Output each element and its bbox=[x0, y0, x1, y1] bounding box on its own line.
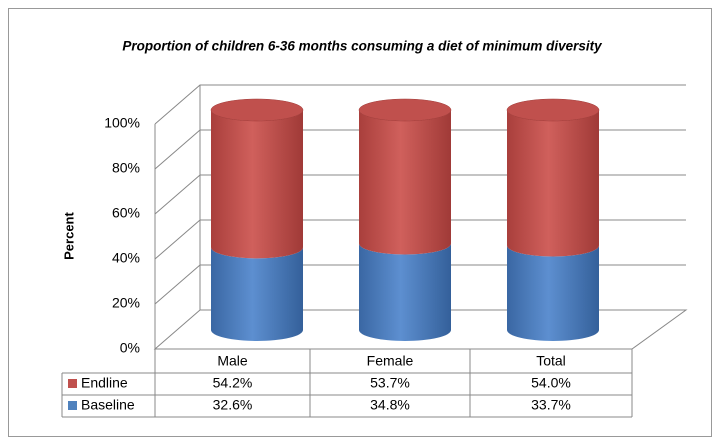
cylinder-top bbox=[210, 98, 304, 122]
y-tick-label: 100% bbox=[104, 115, 140, 131]
legend-label: Endline bbox=[81, 375, 128, 391]
cylinder-top bbox=[506, 98, 600, 122]
x-tick-label: Female bbox=[367, 353, 414, 369]
cylinder-segment bbox=[359, 243, 451, 341]
data-label: 54.0% bbox=[531, 375, 571, 391]
y-axis-label: Percent bbox=[61, 211, 76, 259]
cylinder-segment bbox=[507, 110, 599, 257]
data-label: 32.6% bbox=[213, 397, 253, 413]
y-tick-label: 0% bbox=[120, 340, 140, 356]
data-label: 34.8% bbox=[370, 397, 410, 413]
cylinder-segment bbox=[507, 245, 599, 341]
data-label: 54.2% bbox=[213, 375, 253, 391]
legend-label: Baseline bbox=[81, 397, 135, 413]
x-tick-label: Total bbox=[536, 353, 566, 369]
legend-swatch bbox=[68, 379, 77, 388]
x-tick-label: Male bbox=[217, 353, 248, 369]
data-label: 53.7% bbox=[370, 375, 410, 391]
cylinder-segment bbox=[211, 110, 303, 259]
cylinder-segment bbox=[359, 110, 451, 255]
y-tick-label: 60% bbox=[112, 205, 140, 221]
grid-line bbox=[154, 84, 686, 125]
cylinder-top bbox=[358, 98, 452, 122]
y-tick-label: 20% bbox=[112, 295, 140, 311]
cylinder-segment bbox=[211, 247, 303, 341]
data-label: 33.7% bbox=[531, 397, 571, 413]
y-tick-label: 80% bbox=[112, 160, 140, 176]
legend-swatch bbox=[68, 401, 77, 410]
chart-title: Proportion of children 6-36 months consu… bbox=[122, 39, 603, 54]
y-tick-label: 40% bbox=[112, 250, 140, 266]
